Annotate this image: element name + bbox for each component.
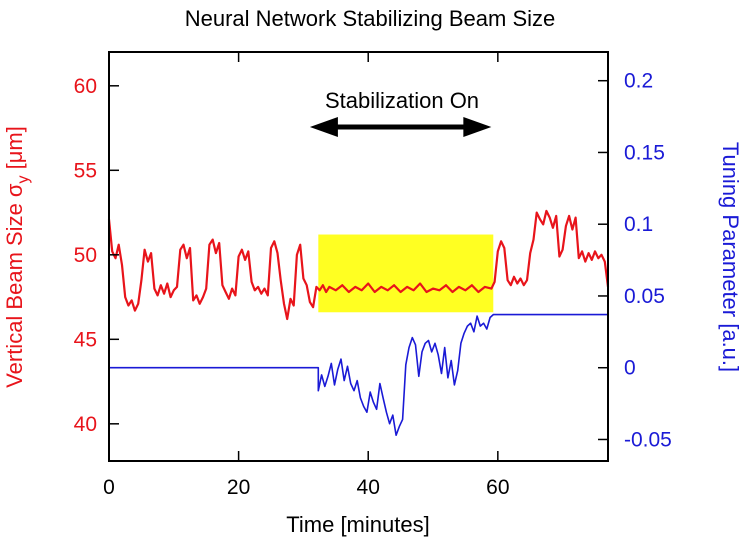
annotation-arrowhead-right <box>463 117 492 137</box>
x-axis-label: Time [minutes] <box>286 512 429 537</box>
series-vertical-beam-size <box>107 209 610 321</box>
highlight-region <box>318 234 494 313</box>
line-tuning-parameter <box>109 313 608 437</box>
y-left-tick-label: 40 <box>74 413 97 436</box>
y-left-tick-label: 55 <box>74 159 97 182</box>
series-tuning-parameter <box>109 313 608 437</box>
x-axis: 0 20 40 60 <box>103 52 510 499</box>
y-right-tick-label: 0.05 <box>624 285 665 308</box>
y-left-tick-label: 45 <box>74 328 97 351</box>
y-axis-right-label: Tuning Parameter [a.u.] <box>718 142 743 372</box>
y-axis-left-label-sub: y <box>15 176 32 184</box>
x-tick-label: 0 <box>103 476 115 499</box>
x-tick-label: 60 <box>486 476 509 499</box>
chart-title: Neural Network Stabilizing Beam Size <box>185 6 556 31</box>
annotation-arrow <box>309 117 492 137</box>
line-vertical-beam-size <box>107 209 610 321</box>
y-right-tick-label: 0 <box>624 357 636 380</box>
annotation-label: Stabilization On <box>325 88 479 113</box>
y-left-tick-label: 50 <box>74 244 97 267</box>
plot-frame <box>108 51 609 462</box>
y-right-tick-label: 0.1 <box>624 213 653 236</box>
y-axis-left-label: Vertical Beam Size σy [μm] <box>2 126 32 388</box>
annotation-arrowhead-left <box>309 117 338 137</box>
y-axis-left-label-main: Vertical Beam Size σ <box>2 183 27 388</box>
y-right-tick-label: 0.15 <box>624 141 665 164</box>
x-tick-label: 20 <box>227 476 250 499</box>
y-right-tick-label: -0.05 <box>624 428 672 451</box>
y-axis-left: 40 45 50 55 60 <box>74 75 119 436</box>
x-tick-label: 40 <box>357 476 380 499</box>
y-axis-right: -0.05 0 0.05 0.1 0.15 0.2 <box>598 70 672 451</box>
y-axis-left-label-unit: [μm] <box>2 126 27 175</box>
y-right-tick-label: 0.2 <box>624 70 653 93</box>
y-left-tick-label: 60 <box>74 75 97 98</box>
